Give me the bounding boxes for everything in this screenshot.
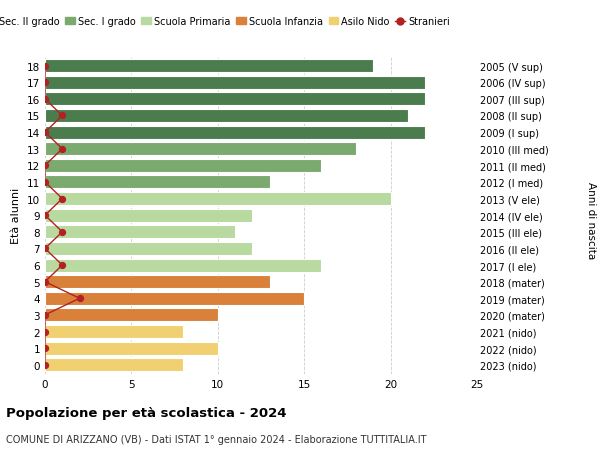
Bar: [45, 342, 218, 355]
Point: [40, 79, 50, 87]
Legend: Sec. II grado, Sec. I grado, Scuola Primaria, Scuola Infanzia, Asilo Nido, Stran: Sec. II grado, Sec. I grado, Scuola Prim…: [0, 13, 454, 31]
Bar: [45, 325, 183, 338]
Bar: [45, 77, 425, 90]
Bar: [45, 110, 408, 123]
Point: [40, 162, 50, 170]
Bar: [45, 126, 425, 139]
Point: [40, 361, 50, 369]
Point: [58, 146, 67, 153]
Bar: [45, 358, 183, 371]
Point: [40, 245, 50, 252]
Point: [40, 129, 50, 136]
Bar: [45, 143, 356, 156]
Point: [58, 229, 67, 236]
Bar: [45, 259, 322, 272]
Point: [40, 63, 50, 70]
Bar: [45, 160, 322, 173]
Bar: [45, 309, 218, 322]
Point: [40, 345, 50, 352]
Text: Popolazione per età scolastica - 2024: Popolazione per età scolastica - 2024: [6, 406, 287, 419]
Point: [40, 179, 50, 186]
Bar: [45, 60, 373, 73]
Point: [58, 196, 67, 203]
Point: [40, 312, 50, 319]
Point: [58, 262, 67, 269]
Point: [75, 295, 85, 302]
Point: [58, 112, 67, 120]
Bar: [45, 93, 425, 106]
Text: COMUNE DI ARIZZANO (VB) - Dati ISTAT 1° gennaio 2024 - Elaborazione TUTTITALIA.I: COMUNE DI ARIZZANO (VB) - Dati ISTAT 1° …: [6, 434, 427, 444]
Bar: [45, 176, 269, 189]
Y-axis label: Età alunni: Età alunni: [11, 188, 22, 244]
Point: [40, 212, 50, 219]
Point: [40, 279, 50, 286]
Bar: [45, 209, 253, 222]
Bar: [45, 226, 235, 239]
Bar: [45, 275, 269, 289]
Text: Anni di nascita: Anni di nascita: [586, 182, 596, 259]
Point: [40, 96, 50, 103]
Bar: [45, 292, 304, 305]
Bar: [45, 193, 391, 206]
Point: [40, 328, 50, 336]
Bar: [45, 242, 253, 255]
